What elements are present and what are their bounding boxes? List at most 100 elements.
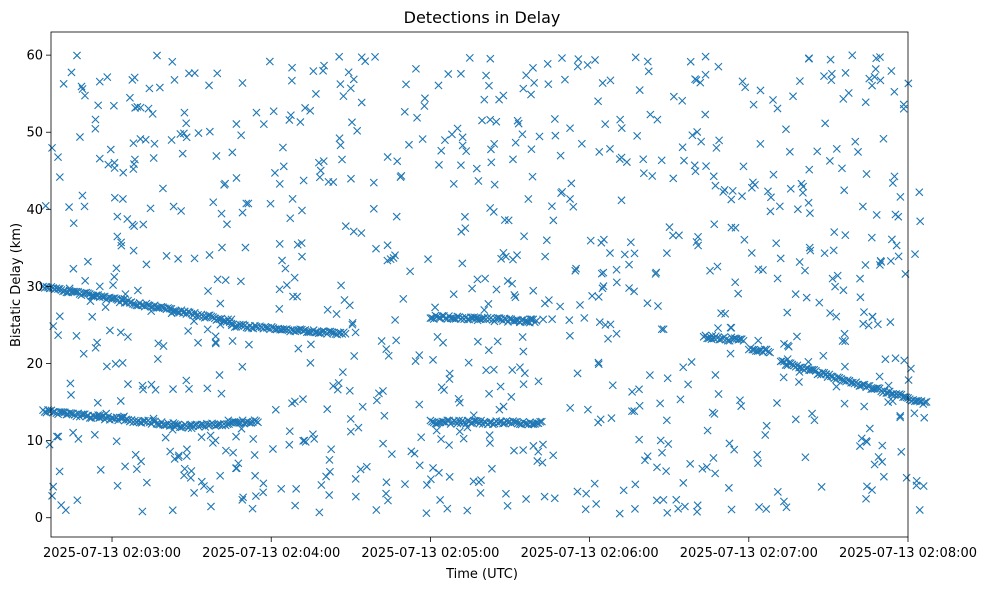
detection-point: [294, 344, 303, 353]
detection-point: [95, 77, 104, 86]
detection-point: [211, 339, 220, 348]
detection-point: [871, 65, 880, 74]
detection-point: [510, 291, 519, 300]
detection-point: [878, 441, 887, 450]
detection-point: [346, 84, 355, 93]
detection-point: [460, 212, 469, 221]
detection-point: [86, 297, 95, 306]
detection-point: [550, 494, 559, 503]
detection-point: [335, 52, 344, 61]
detection-point: [113, 212, 122, 221]
detection-point: [748, 178, 757, 187]
detection-point: [560, 75, 569, 84]
detection-point: [57, 408, 66, 417]
detection-point: [612, 329, 621, 338]
detection-point: [896, 413, 905, 422]
detection-point: [896, 192, 905, 201]
detection-point: [77, 82, 86, 91]
detection-point: [625, 284, 634, 293]
detection-point: [293, 292, 302, 301]
detection-point: [522, 495, 531, 504]
detection-point: [291, 501, 300, 510]
detection-point: [139, 220, 148, 229]
detection-point: [244, 199, 253, 208]
detection-point: [520, 232, 529, 241]
detection-point: [252, 108, 261, 117]
detection-point: [839, 286, 848, 295]
detection-point: [894, 390, 903, 399]
detection-point: [417, 433, 426, 442]
detection-point: [481, 274, 490, 283]
detection-point: [242, 199, 251, 208]
detection-point: [288, 399, 296, 408]
detection-point: [693, 501, 702, 510]
detection-point: [468, 284, 477, 293]
detection-point: [516, 318, 524, 327]
detection-point: [281, 325, 290, 334]
detection-point: [132, 465, 141, 474]
detection-point: [168, 57, 177, 66]
detection-point: [391, 315, 400, 324]
detection-point: [204, 311, 213, 320]
data-markers: [39, 51, 931, 518]
detection-point: [696, 78, 705, 87]
detection-point: [434, 468, 443, 477]
detection-point: [74, 434, 83, 443]
detection-point: [714, 389, 723, 398]
detection-point: [129, 139, 138, 148]
detection-point: [773, 487, 782, 496]
detection-point: [656, 399, 665, 408]
detection-point: [659, 495, 668, 504]
detection-point: [369, 178, 378, 187]
detection-point: [476, 488, 485, 497]
detection-point: [480, 95, 489, 104]
detection-point: [333, 385, 342, 394]
detection-point: [758, 265, 767, 274]
detection-point: [487, 158, 496, 167]
detection-point: [432, 426, 441, 435]
detection-point: [402, 80, 410, 89]
detection-point: [121, 462, 130, 471]
detection-point: [583, 405, 592, 414]
detection-point: [838, 336, 847, 345]
detection-point: [534, 377, 543, 386]
detection-point: [490, 139, 499, 148]
detection-point: [876, 256, 885, 265]
x-tick-label: 2025-07-13 02:07:00: [680, 546, 818, 561]
detection-point: [203, 384, 212, 393]
detection-point: [179, 129, 188, 138]
detection-point: [487, 464, 496, 473]
detection-point: [762, 421, 771, 430]
x-axis-label: Time (UTC): [445, 567, 518, 582]
detection-point: [422, 509, 431, 518]
detection-point: [167, 135, 176, 144]
detection-point: [236, 277, 245, 286]
detection-point: [327, 445, 336, 454]
detection-point: [357, 98, 366, 107]
detection-point: [791, 290, 800, 299]
detection-point: [643, 452, 652, 461]
detection-point: [714, 62, 723, 71]
detection-point: [533, 457, 542, 466]
detection-point: [804, 198, 813, 207]
detection-point: [755, 502, 764, 511]
detection-point: [485, 389, 494, 398]
detection-point: [346, 174, 355, 183]
detection-point: [583, 60, 592, 69]
detection-point: [894, 252, 903, 261]
detection-point: [919, 482, 928, 491]
detection-point: [205, 250, 214, 259]
detection-point: [826, 309, 835, 318]
detection-point: [906, 364, 915, 373]
detection-point: [513, 251, 522, 260]
detection-point: [75, 133, 84, 142]
detection-point: [577, 139, 586, 148]
detection-point: [499, 419, 508, 428]
detection-point: [362, 462, 371, 471]
detection-point: [680, 502, 689, 511]
detection-point: [172, 421, 181, 429]
detection-point: [221, 179, 230, 188]
detection-point: [773, 274, 782, 283]
detection-point: [299, 176, 308, 185]
detection-point: [67, 390, 76, 399]
